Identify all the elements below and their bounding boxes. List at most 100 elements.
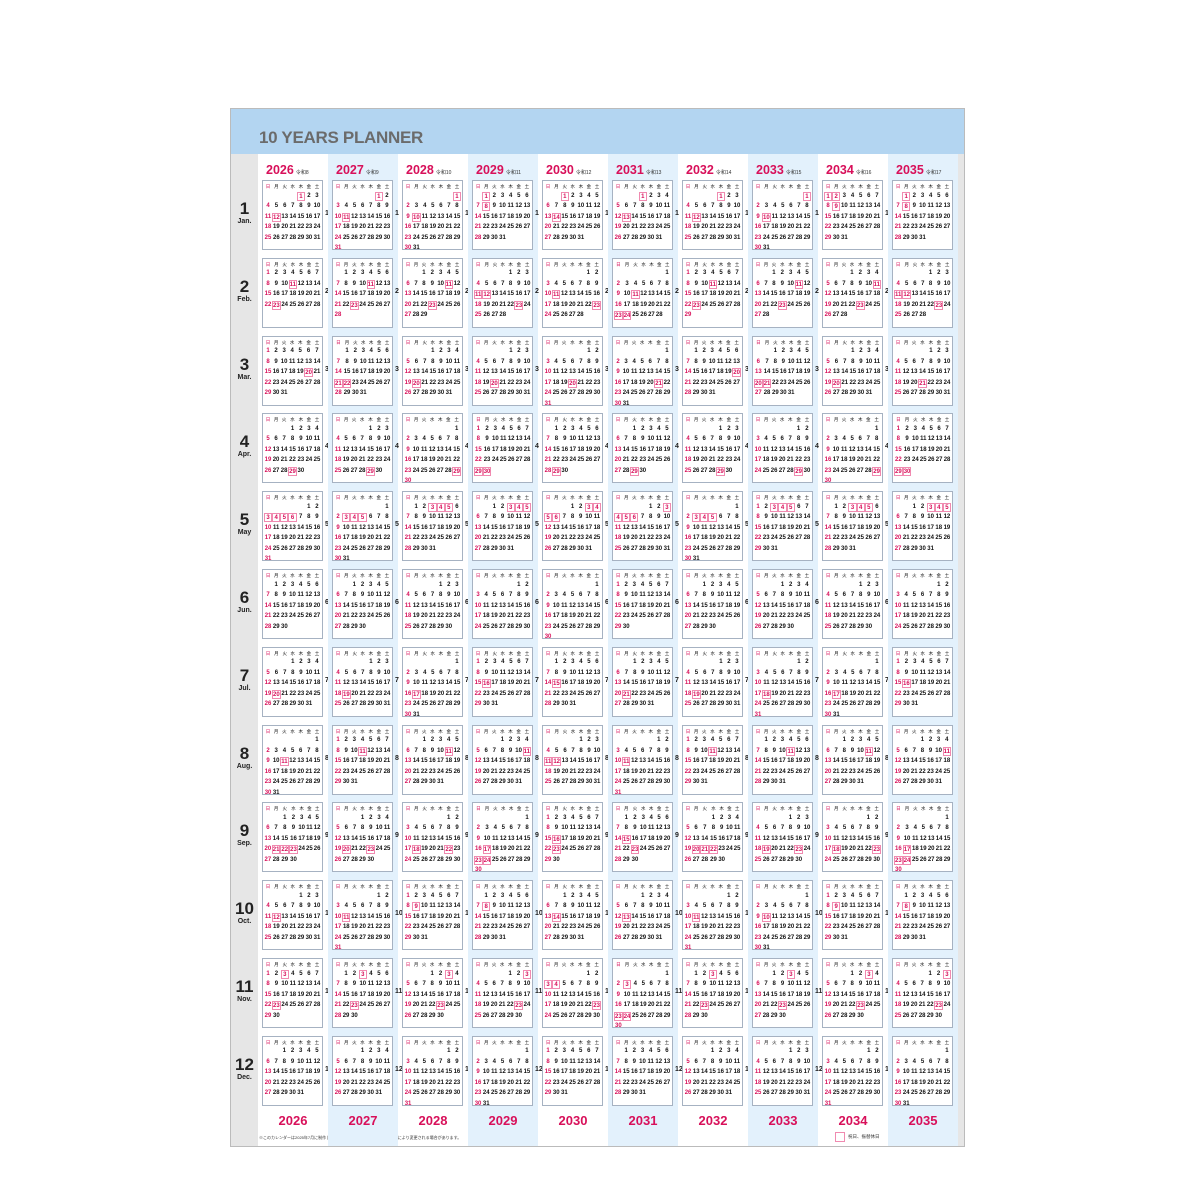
day: 5 — [694, 669, 699, 676]
day: 31 — [803, 1090, 811, 1097]
day: 20 — [762, 613, 770, 619]
day: 31 — [647, 701, 655, 708]
day: 21 — [717, 924, 725, 931]
day: 5 — [414, 592, 418, 598]
month-side-number: 5 — [815, 521, 819, 529]
day: 22 — [622, 1079, 630, 1086]
day: 7 — [765, 358, 769, 365]
day: 1 — [476, 659, 480, 666]
weekday-header: 月 — [693, 339, 699, 345]
day: 2 — [587, 737, 591, 744]
day: 2 — [563, 659, 567, 666]
day: 10 — [334, 213, 342, 220]
month-calendar: 日月火水木金土 1 2 3 4 5 6 7 8 9 10 11 12 13 14 15 16 17 18 19 20 21… — [542, 257, 603, 328]
day: 30 — [663, 779, 671, 786]
month-side-number: 2 — [815, 287, 819, 295]
weekday-header: 月 — [623, 1039, 629, 1045]
day: 26 — [803, 379, 811, 386]
weekday-header: 土 — [314, 962, 320, 967]
day-grid: 日月火水木金土 1 2 3 4 5 6 7 8 9 10 11 12 13 14 15 16 17 18 19 20 21… — [474, 416, 531, 476]
day: 30 — [655, 545, 663, 552]
day: 5 — [648, 581, 653, 588]
blank — [762, 970, 770, 979]
weekday-header: 金 — [656, 495, 662, 501]
day: 20 — [911, 301, 919, 308]
blank — [560, 269, 568, 278]
day: 4 — [455, 348, 459, 355]
weekday-header: 金 — [866, 728, 871, 734]
day: 17 — [717, 602, 724, 609]
day: 12 — [560, 991, 568, 998]
day: 16 — [803, 680, 811, 687]
day: 27 — [787, 234, 795, 241]
day: 14 — [865, 680, 873, 687]
day: 17 — [499, 213, 506, 220]
weekday-header: 火 — [421, 417, 427, 423]
month-side-number: 1 — [395, 210, 399, 217]
weekday-header: 月 — [763, 261, 769, 267]
weekday-header: 日 — [265, 573, 271, 578]
day: 8 — [586, 981, 590, 987]
day: 6 — [493, 280, 497, 287]
day: 15 — [523, 835, 531, 842]
day: 9 — [832, 902, 841, 912]
day: 1 — [710, 1048, 715, 1055]
blank — [544, 192, 552, 201]
day: 18 — [359, 758, 366, 765]
day: 3 — [525, 270, 529, 277]
day: 9 — [764, 514, 768, 521]
weekday-header: 日 — [825, 339, 831, 345]
day: 24 — [359, 1002, 367, 1008]
day: 18 — [404, 613, 412, 619]
day: 4 — [805, 581, 809, 588]
day: 28 — [523, 457, 531, 464]
day: 27 — [832, 1012, 840, 1019]
day: 2 — [805, 659, 809, 666]
month-calendar: 日月火水木金土 1 2 3 4 5 6 7 8 9 10 11 12 13 14 15 16 17 18 19 20 21… — [262, 413, 323, 484]
day: 23 — [436, 1001, 445, 1010]
day: 3 — [280, 969, 289, 979]
day: 24 — [647, 457, 655, 464]
day: 21 — [873, 913, 881, 920]
day: 25 — [334, 467, 342, 474]
day: 8 — [554, 669, 559, 676]
day: 30 — [383, 934, 391, 941]
day: 3 — [662, 502, 671, 512]
day: 7 — [385, 737, 389, 744]
day: 14 — [412, 291, 420, 298]
blank — [305, 736, 313, 745]
day: 31 — [313, 934, 321, 941]
day: 28 — [803, 535, 811, 542]
day: 21 — [445, 224, 453, 230]
day: 25 — [865, 768, 873, 775]
day: 19 — [404, 1002, 412, 1008]
day: 29 — [692, 390, 700, 397]
day: 19 — [849, 690, 857, 697]
weekday-header: 火 — [492, 728, 497, 734]
day: 14 — [684, 369, 692, 376]
weekday-header: 土 — [874, 184, 880, 189]
day: 5 — [369, 737, 373, 744]
day: 12 — [779, 913, 787, 920]
day: 29 — [544, 1090, 552, 1097]
day: 7 — [501, 280, 505, 287]
day: 10 — [359, 981, 367, 987]
day: 11 — [297, 592, 304, 598]
day: 28 — [334, 312, 342, 319]
day: 31 — [725, 1090, 733, 1097]
day: 10 — [499, 903, 506, 910]
day: 29 — [359, 856, 366, 863]
weekday-header: 水 — [360, 261, 365, 267]
day: 16 — [873, 835, 880, 842]
weekday-header: 火 — [282, 573, 287, 578]
weekday-header: 金 — [376, 1039, 382, 1045]
day: 8 — [482, 902, 491, 912]
day: 17 — [404, 846, 412, 853]
day: 30 — [803, 467, 811, 474]
day: 19 — [824, 301, 832, 308]
day: 25 — [491, 856, 499, 863]
day: 11 — [404, 602, 412, 609]
day: 31 — [544, 400, 552, 407]
blank — [351, 814, 359, 823]
day: 1 — [454, 425, 459, 432]
